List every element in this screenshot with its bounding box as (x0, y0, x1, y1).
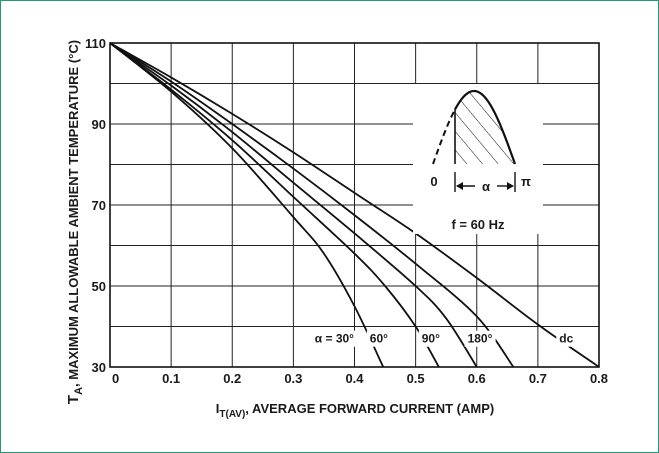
plot-border (109, 42, 600, 368)
series-label: 60° (370, 332, 388, 346)
inset-zero-label: 0 (430, 174, 437, 189)
x-tick-label: 0.1 (162, 371, 180, 386)
x-tick-label: 0.7 (529, 371, 547, 386)
inset-arrowhead-right (507, 182, 514, 190)
x-tick-label: 0.2 (223, 371, 241, 386)
series-label: dc (559, 332, 573, 346)
series-label-bg (366, 330, 392, 347)
y-tick-label: 110 (85, 36, 106, 51)
series-curve-2 (109, 42, 478, 368)
series-label-bg (556, 330, 577, 347)
x-tick-label: 0.4 (345, 371, 364, 386)
x-tick-label: 0.5 (407, 371, 425, 386)
inset-dashed-wave (432, 109, 456, 165)
series-label-bg (311, 330, 358, 347)
series-label: 180° (468, 332, 493, 346)
y-axis-label-subscript: A (73, 387, 85, 395)
series-curve-3 (109, 42, 515, 368)
inset-frequency-label: f = 60 Hz (451, 217, 505, 232)
series-curve-1 (109, 42, 440, 368)
x-tick-label: 0.8 (590, 371, 608, 386)
series-curve-0 (109, 42, 385, 368)
series-curve-4 (109, 42, 600, 368)
y-tick-label: 50 (92, 279, 106, 294)
inset-pi-label: π (521, 174, 531, 189)
inset-arrowhead-left (456, 182, 463, 190)
series-label: α = 30° (315, 332, 354, 346)
x-axis-label: IT(AV), AVERAGE FORWARD CURRENT (AMP) (216, 401, 494, 420)
y-axis-label: TA, MAXIMUM ALLOWABLE AMBIENT TEMPERATUR… (65, 40, 85, 404)
y-tick-label: 30 (92, 360, 106, 375)
y-axis-label-text: , MAXIMUM ALLOWABLE AMBIENT TEMPERATURE … (66, 40, 81, 387)
inset-conduction-area (455, 91, 515, 164)
x-axis-label-subscript: T(AV) (219, 409, 245, 420)
inset-solid-wave (454, 89, 517, 165)
series-label-bg (464, 330, 496, 347)
x-tick-label: 0.6 (468, 371, 486, 386)
inset-alpha-label: α (482, 179, 490, 194)
x-axis-label-prefix: I (216, 401, 220, 416)
series-label: 90° (422, 332, 440, 346)
y-axis-label-prefix: T (65, 395, 82, 404)
x-tick-label: 0.3 (284, 371, 302, 386)
x-axis-label-text: , AVERAGE FORWARD CURRENT (AMP) (245, 401, 494, 416)
y-tick-label: 90 (92, 117, 106, 132)
series-label-bg (418, 330, 444, 347)
x-tick-label: 0 (112, 371, 119, 386)
y-tick-label: 70 (92, 198, 106, 213)
